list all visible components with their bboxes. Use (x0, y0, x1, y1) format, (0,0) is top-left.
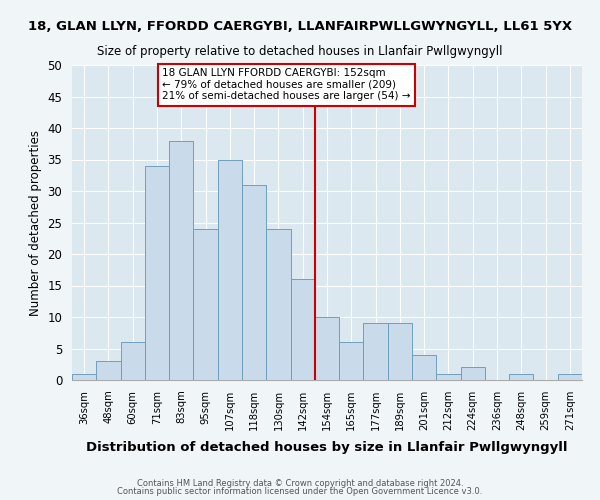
Bar (218, 160, 242, 380)
X-axis label: Distribution of detached houses by size in Llanfair Pwllgwyngyll: Distribution of detached houses by size … (86, 441, 568, 454)
Bar (145, 166, 169, 380)
Text: Size of property relative to detached houses in Llanfair Pwllgwyngyll: Size of property relative to detached ho… (97, 45, 503, 58)
Y-axis label: Number of detached properties: Number of detached properties (29, 130, 42, 316)
Bar (96, 361, 121, 380)
Bar (242, 184, 266, 380)
Bar (121, 342, 145, 380)
Text: Contains HM Land Registry data © Crown copyright and database right 2024.: Contains HM Land Registry data © Crown c… (137, 478, 463, 488)
Bar (290, 279, 315, 380)
Bar (461, 368, 485, 380)
Bar (169, 140, 193, 380)
Bar (364, 324, 388, 380)
Text: 18, GLAN LLYN, FFORDD CAERGYBI, LLANFAIRPWLLGWYNGYLL, LL61 5YX: 18, GLAN LLYN, FFORDD CAERGYBI, LLANFAIR… (28, 20, 572, 33)
Bar (315, 317, 339, 380)
Bar (72, 374, 96, 380)
Bar (266, 229, 290, 380)
Bar (193, 229, 218, 380)
Bar (412, 355, 436, 380)
Bar (558, 374, 582, 380)
Text: Contains public sector information licensed under the Open Government Licence v3: Contains public sector information licen… (118, 487, 482, 496)
Bar (339, 342, 364, 380)
Bar (509, 374, 533, 380)
Text: 18 GLAN LLYN FFORDD CAERGYBI: 152sqm
← 79% of detached houses are smaller (209)
: 18 GLAN LLYN FFORDD CAERGYBI: 152sqm ← 7… (162, 68, 410, 102)
Bar (436, 374, 461, 380)
Bar (388, 324, 412, 380)
